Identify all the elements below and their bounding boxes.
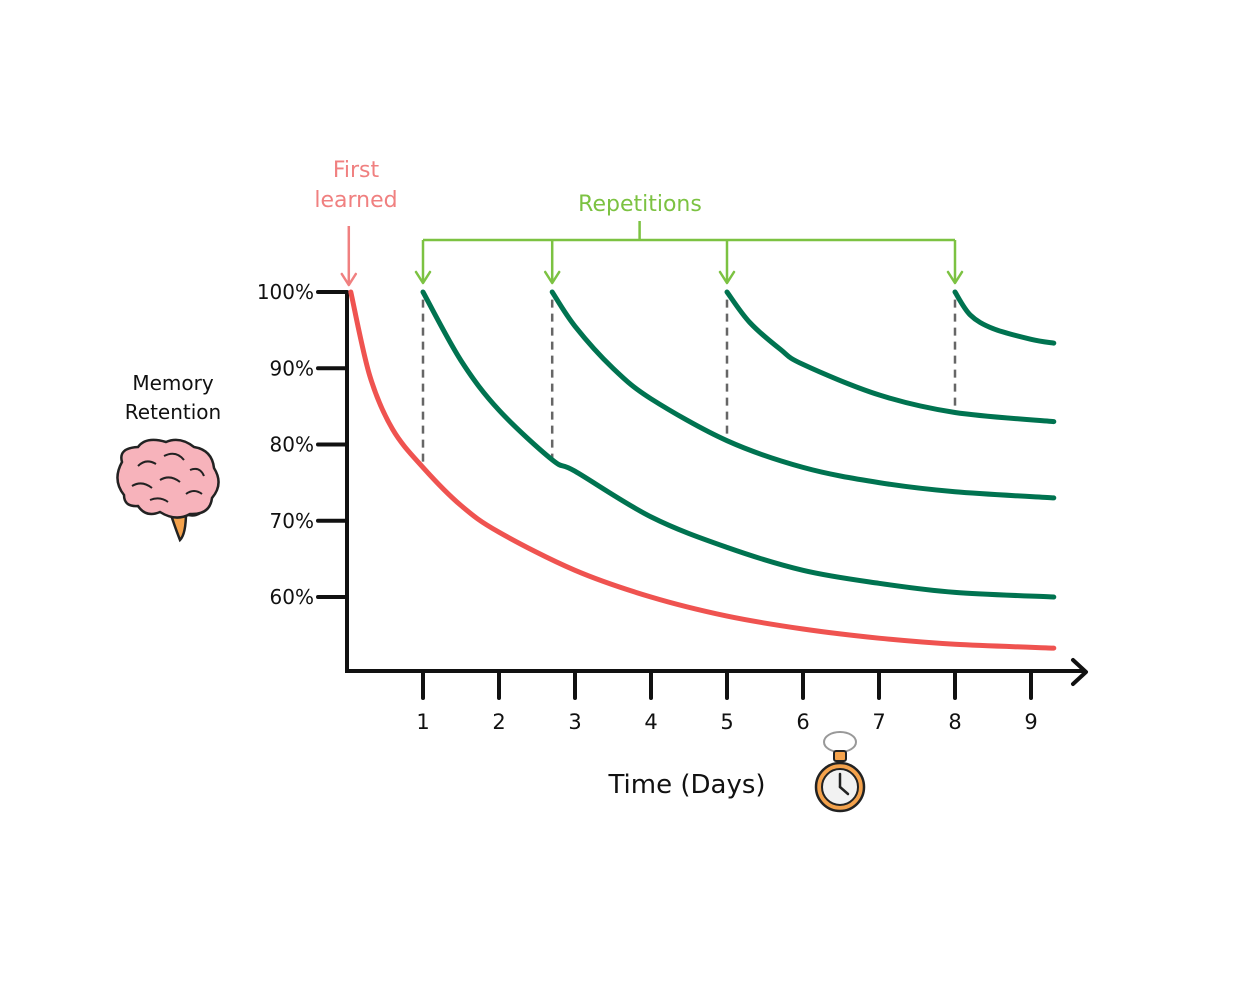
x-tick-label: 3: [568, 710, 581, 734]
repetitions-annotation: Repetitions: [414, 192, 964, 285]
series-group: [348, 289, 1057, 651]
repetition-curve-3: [724, 289, 1057, 425]
y-axis-label-line1: Memory: [132, 371, 214, 395]
repetition-arrowhead: [414, 270, 432, 285]
x-tick-label: 8: [948, 710, 961, 734]
stopwatch-icon: [814, 731, 866, 813]
x-tick-label: 6: [796, 710, 809, 734]
x-axis-label: Time (Days): [607, 770, 765, 800]
y-tick-label: 60%: [270, 585, 314, 609]
y-tick-label: 80%: [270, 433, 314, 457]
x-tick-label: 2: [492, 710, 505, 734]
repetition-arrowhead: [543, 270, 561, 285]
y-ticks: 100% 90% 80% 70% 60%: [257, 280, 349, 609]
first-learned-label-line1: First: [333, 158, 380, 183]
y-tick-label: 70%: [270, 509, 314, 533]
y-tick-label: 90%: [270, 356, 314, 380]
axes: [345, 291, 1088, 686]
repetition-curve-2: [549, 289, 1057, 501]
x-tick-label: 4: [644, 710, 657, 734]
repetition-dashed-lines: [421, 299, 957, 468]
x-ticks: 1 2 3 4 5 6 7 8 9: [416, 671, 1038, 734]
repetitions-label: Repetitions: [578, 192, 702, 217]
repetition-curve-4: [952, 289, 1057, 346]
first-learned-arrowhead: [340, 272, 358, 287]
y-axis-label-line2: Retention: [125, 400, 221, 424]
x-tick-label: 9: [1024, 710, 1037, 734]
first-learned-curve: [348, 289, 1057, 651]
x-tick-label: 5: [720, 710, 733, 734]
y-tick-label: 100%: [257, 280, 314, 304]
x-axis-arrowhead: [1071, 658, 1088, 686]
x-tick-label: 1: [416, 710, 429, 734]
first-learned-arrow: [340, 226, 358, 287]
repetitions-bracket: [414, 221, 964, 285]
y-axis-label: Memory Retention: [125, 371, 221, 424]
x-tick-label: 7: [872, 710, 885, 734]
first-learned-label-line2: learned: [314, 188, 397, 213]
repetition-curve-1: [420, 289, 1057, 600]
repetition-arrowhead: [718, 270, 736, 285]
brain-icon: [116, 438, 220, 543]
first-learned-annotation: First learned: [314, 158, 398, 287]
repetition-arrowhead: [946, 270, 964, 285]
